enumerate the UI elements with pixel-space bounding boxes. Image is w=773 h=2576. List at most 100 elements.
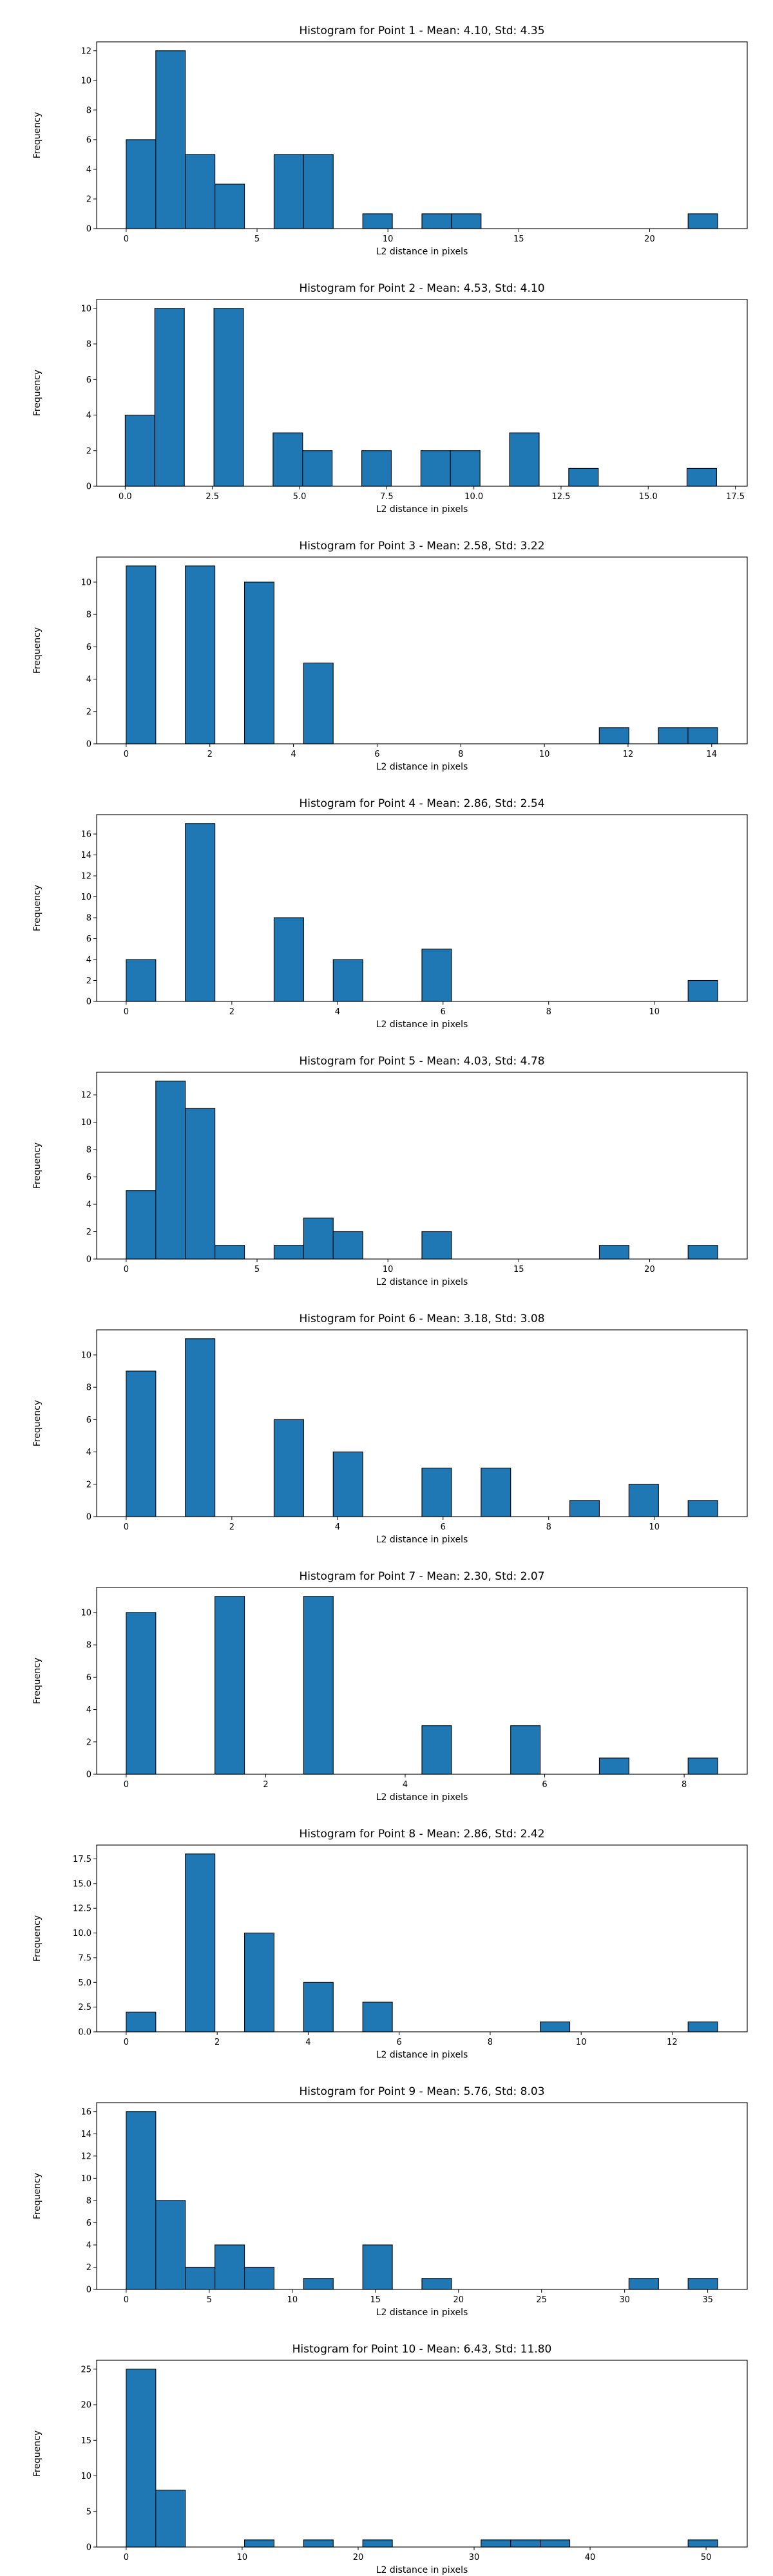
y-tick-label: 2: [86, 1738, 91, 1747]
histogram-bar: [687, 213, 718, 229]
histogram-panel-2: Histogram for Point 2 - Mean: 4.53, Std:…: [32, 282, 748, 515]
histogram-bar: [185, 154, 216, 229]
histogram-bar: [362, 2539, 393, 2548]
x-tick-label: 10: [649, 1522, 660, 1532]
x-tick-label: 8: [546, 1007, 551, 1017]
x-tick-label: 20: [353, 2553, 364, 2562]
histogram-panel-5: Histogram for Point 5 - Mean: 4.03, Std:…: [32, 1055, 748, 1287]
y-tick-label: 4: [86, 1200, 91, 1210]
y-axis-label: Frequency: [32, 627, 43, 674]
y-tick-label: 14: [81, 851, 91, 860]
x-tick-label: 12.5: [551, 492, 570, 502]
histogram-bar: [185, 1108, 216, 1260]
x-tick-label: 15.0: [639, 492, 658, 502]
histogram-bar: [243, 582, 274, 744]
histogram-bar: [155, 50, 186, 229]
x-tick-label: 10: [649, 1007, 660, 1017]
y-tick-label: 8: [86, 1641, 91, 1651]
histogram-bar: [568, 468, 599, 487]
x-tick-label: 2: [229, 1522, 234, 1532]
y-tick-label: 6: [86, 643, 91, 652]
y-tick-label: 8: [86, 106, 91, 115]
histogram-bar: [303, 2539, 334, 2548]
histogram-bar: [303, 662, 334, 744]
x-tick-label: 12: [623, 750, 634, 759]
y-tick-label: 10: [81, 2174, 91, 2184]
x-tick-label: 7.5: [380, 492, 394, 502]
histogram-bar: [126, 2369, 157, 2548]
y-tick-label: 20: [81, 2401, 91, 2410]
histogram-bar: [243, 2539, 275, 2548]
y-tick-label: 2: [86, 707, 91, 717]
x-axis-label: L2 distance in pixels: [376, 2307, 468, 2318]
x-tick-label: 4: [335, 1522, 340, 1532]
histogram-bar: [303, 2278, 334, 2290]
y-tick-label: 8: [86, 914, 91, 923]
x-axis-label: L2 distance in pixels: [376, 2565, 468, 2575]
y-tick-label: 14: [81, 2130, 91, 2139]
histogram-bar: [332, 1452, 363, 1517]
histogram-bar: [421, 2278, 452, 2290]
chart-title: Histogram for Point 1 - Mean: 4.10, Std:…: [299, 24, 544, 37]
histogram-bar: [420, 450, 451, 487]
x-tick-label: 8: [488, 2038, 493, 2047]
histogram-bar: [273, 917, 304, 1002]
histogram-bar: [686, 468, 717, 487]
histogram-bar: [273, 154, 304, 229]
x-tick-label: 15: [513, 234, 524, 244]
axes-frame: [96, 299, 748, 487]
y-tick-label: 8: [86, 611, 91, 620]
histogram-bar: [154, 308, 185, 487]
histogram-bar: [687, 2278, 718, 2290]
x-axis-label: L2 distance in pixels: [376, 247, 468, 257]
y-tick-label: 12: [81, 872, 91, 882]
histogram-panel-1: Histogram for Point 1 - Mean: 4.10, Std:…: [32, 24, 748, 257]
y-tick-label: 6: [86, 1416, 91, 1425]
axes-frame: [96, 2360, 748, 2548]
x-tick-label: 10.0: [464, 492, 483, 502]
histogram-bar: [126, 2011, 157, 2032]
x-tick-label: 4: [403, 1780, 408, 1790]
y-tick-label: 8: [86, 340, 91, 350]
x-tick-label: 50: [701, 2553, 712, 2562]
y-tick-label: 0: [86, 2286, 91, 2295]
x-tick-label: 12: [667, 2038, 678, 2047]
y-tick-label: 16: [81, 2107, 91, 2117]
axes-frame: [96, 814, 748, 1002]
y-tick-label: 16: [81, 830, 91, 840]
histogram-bar: [598, 1245, 629, 1260]
x-tick-label: 20: [453, 2295, 464, 2305]
y-tick-label: 10: [81, 893, 91, 902]
histogram-bar: [687, 1757, 718, 1775]
histogram-bar: [185, 1338, 216, 1517]
histogram-bar: [273, 1419, 304, 1517]
histogram-bar: [421, 1231, 452, 1260]
x-tick-label: 0: [124, 1780, 129, 1790]
y-axis-label: Frequency: [32, 1142, 43, 1189]
x-tick-label: 10: [383, 234, 394, 244]
histogram-bar: [628, 2278, 659, 2290]
histogram-bar: [213, 308, 244, 487]
y-axis-label: Frequency: [32, 1658, 43, 1704]
x-tick-label: 15: [513, 1265, 524, 1274]
histogram-bar: [126, 565, 157, 744]
histogram-bar: [215, 1245, 245, 1260]
histogram-panel-9: Histogram for Point 9 - Mean: 5.76, Std:…: [32, 2085, 748, 2318]
chart-title: Histogram for Point 5 - Mean: 4.03, Std:…: [299, 1055, 544, 1068]
x-tick-label: 0: [124, 2553, 129, 2562]
y-tick-label: 0: [86, 1770, 91, 1780]
y-tick-label: 6: [86, 1173, 91, 1182]
histogram-bar: [687, 727, 718, 744]
x-tick-label: 35: [702, 2295, 713, 2305]
x-tick-label: 0: [124, 234, 129, 244]
y-tick-label: 6: [86, 135, 91, 145]
histogram-bar: [215, 2244, 245, 2290]
histogram-bar: [598, 727, 629, 744]
x-tick-label: 6: [441, 1007, 446, 1017]
y-tick-label: 2: [86, 2263, 91, 2273]
x-tick-label: 6: [542, 1780, 547, 1790]
y-tick-label: 15: [81, 2436, 91, 2446]
histogram-bar: [362, 2244, 393, 2290]
x-tick-label: 0: [124, 2295, 129, 2305]
y-tick-label: 5.0: [78, 1978, 91, 1988]
